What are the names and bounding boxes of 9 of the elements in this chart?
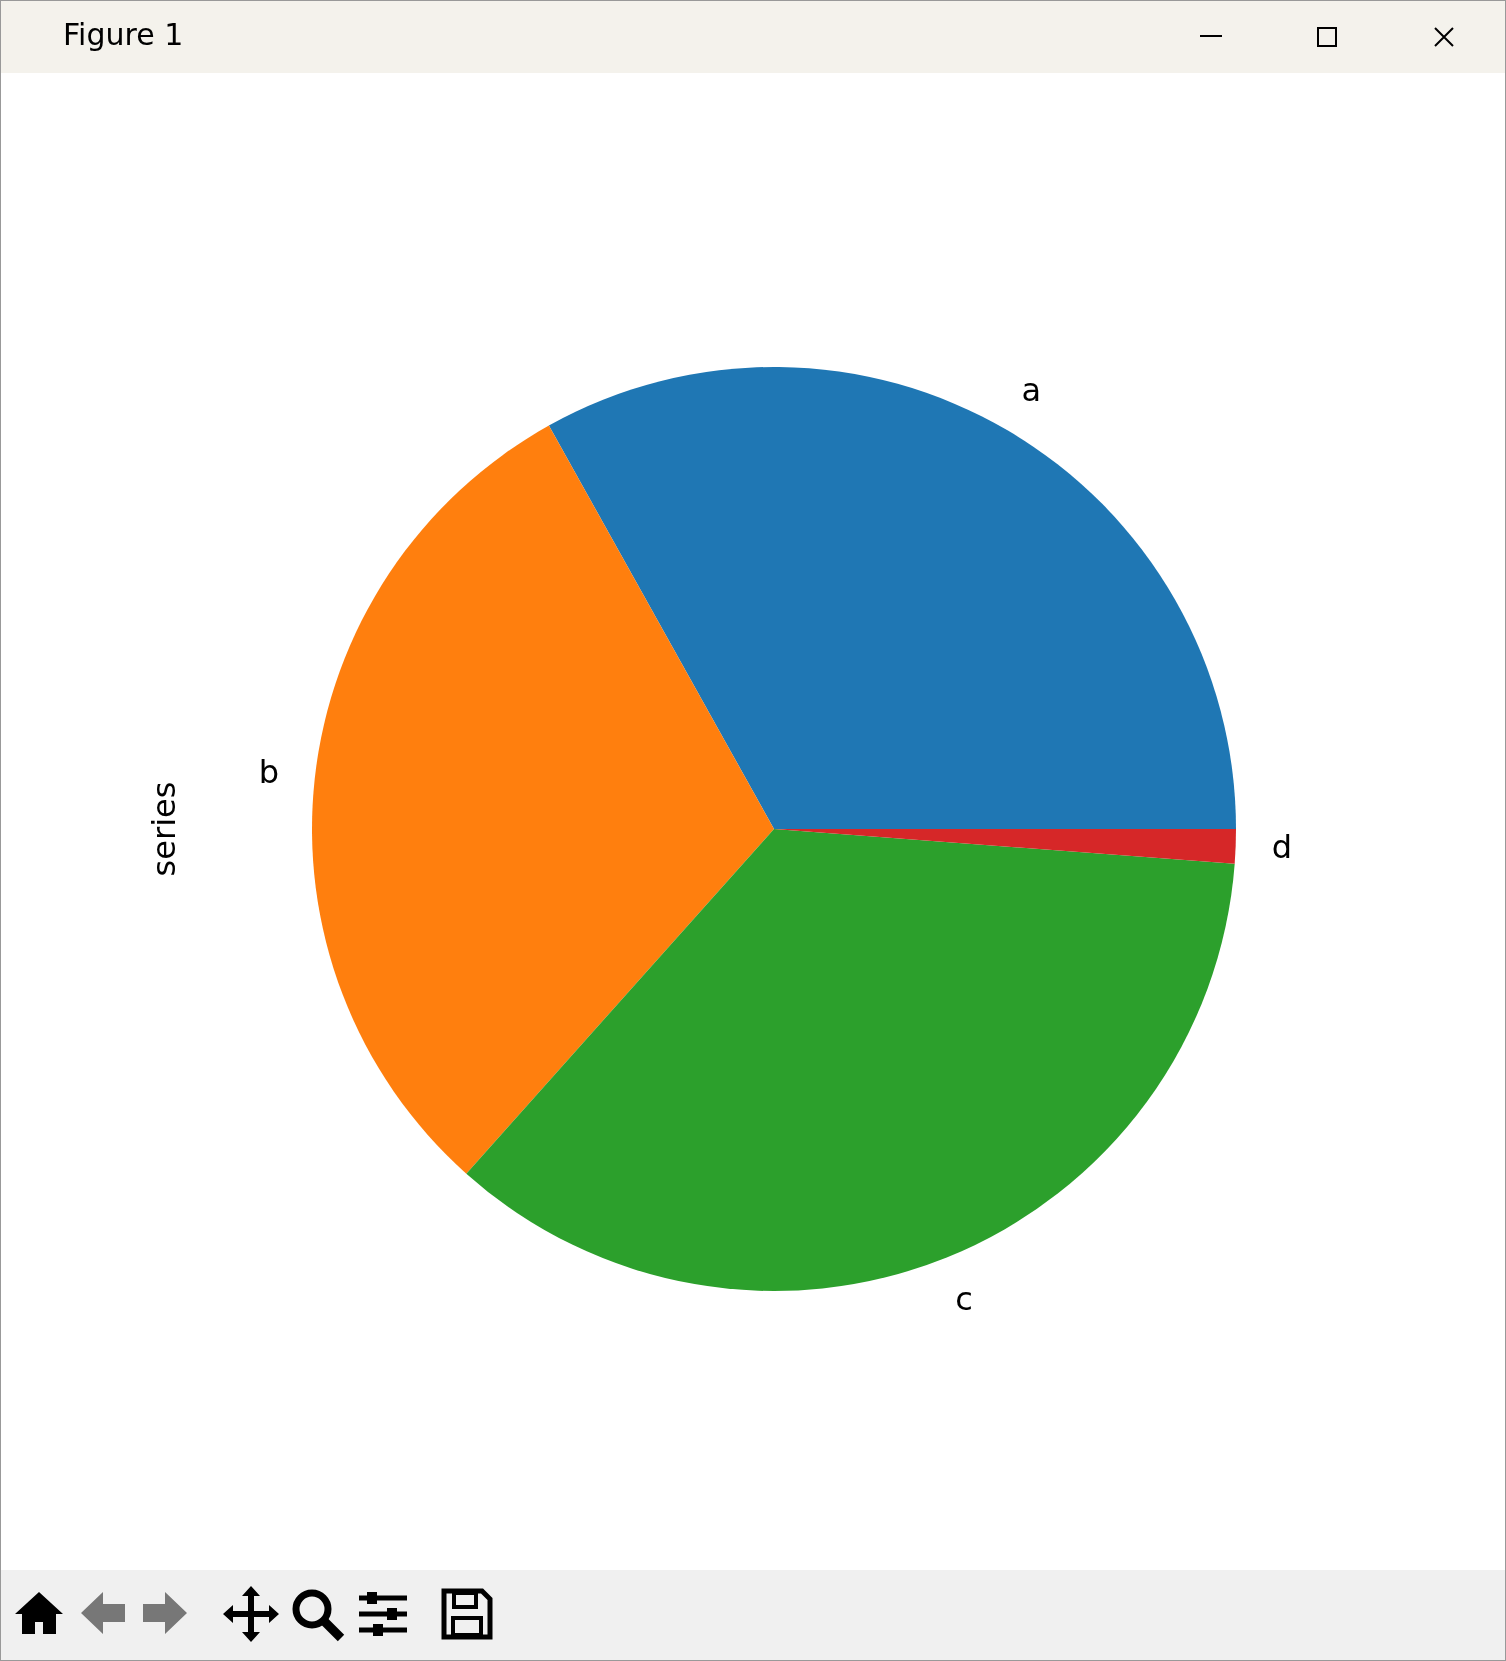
slice-label: b	[258, 753, 280, 792]
text: series	[145, 781, 183, 877]
slice-label: d	[1271, 828, 1292, 867]
chart-title: Figure 1	[63, 17, 184, 52]
slice-label: a	[1021, 370, 1042, 409]
pie-slice	[548, 367, 1236, 829]
pie-slice	[312, 425, 774, 1174]
slice-label: c	[955, 1280, 973, 1319]
pie-slice	[466, 829, 1235, 1291]
